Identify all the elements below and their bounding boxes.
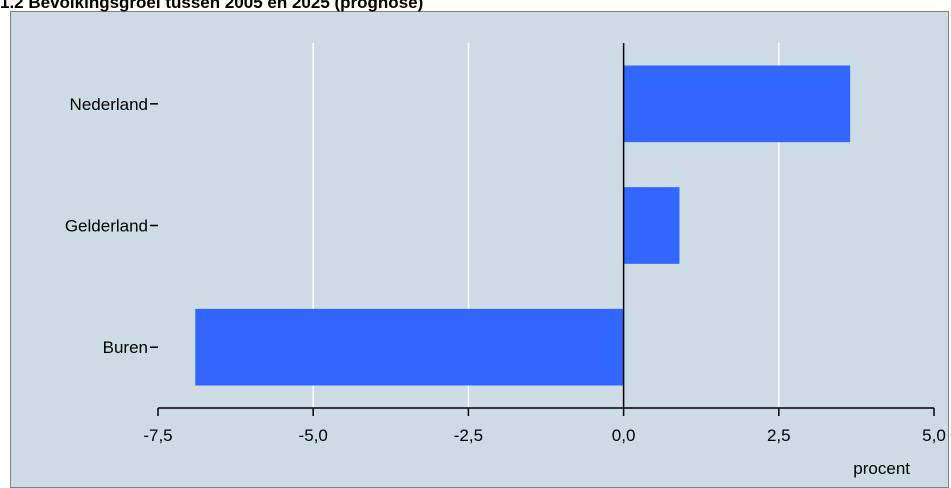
category-label: Buren — [103, 338, 148, 357]
bars — [195, 65, 851, 386]
bar-gelderland — [623, 187, 680, 264]
axes — [158, 43, 934, 409]
x-tick-label: 2,5 — [767, 426, 791, 445]
x-tick-label: -5,0 — [299, 426, 328, 445]
x-axis-label: procent — [853, 459, 910, 478]
x-tick-label: -7,5 — [143, 426, 172, 445]
chart-title: 1.2 Bevolkingsgroei tussen 2005 en 2025 … — [0, 0, 424, 12]
x-tick-label: 5,0 — [922, 426, 946, 445]
category-label: Nederland — [70, 95, 148, 114]
bar-nederland — [623, 65, 851, 143]
bar-buren — [195, 308, 624, 386]
category-labels: Nederland Gelderland Buren — [65, 95, 158, 357]
x-tick-label: -2,5 — [454, 426, 483, 445]
x-ticks: -7,5 -5,0 -2,5 0,0 2,5 5,0 — [143, 408, 946, 445]
category-label: Gelderland — [65, 217, 148, 236]
x-tick-label: 0,0 — [612, 426, 636, 445]
